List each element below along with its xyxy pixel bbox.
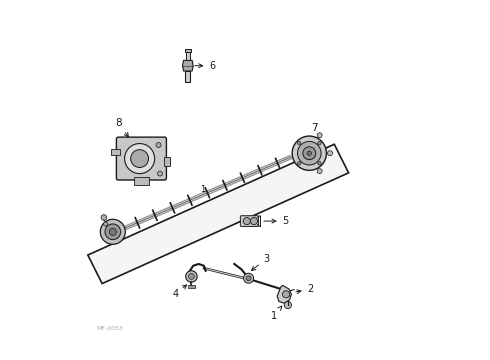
Circle shape bbox=[186, 271, 197, 282]
Polygon shape bbox=[88, 144, 348, 284]
Text: MF-0053: MF-0053 bbox=[97, 326, 123, 331]
Polygon shape bbox=[182, 60, 193, 71]
Text: 8: 8 bbox=[115, 118, 128, 137]
Circle shape bbox=[303, 147, 316, 159]
Circle shape bbox=[327, 151, 333, 156]
Circle shape bbox=[318, 162, 321, 165]
Text: 4: 4 bbox=[172, 285, 187, 299]
Circle shape bbox=[156, 143, 161, 148]
Circle shape bbox=[284, 301, 292, 309]
Bar bbox=[185, 71, 190, 82]
Circle shape bbox=[317, 168, 322, 174]
Bar bbox=[185, 49, 191, 52]
Text: 1: 1 bbox=[270, 306, 282, 321]
Circle shape bbox=[105, 224, 121, 240]
FancyBboxPatch shape bbox=[117, 137, 167, 180]
Circle shape bbox=[157, 171, 163, 176]
Circle shape bbox=[246, 276, 251, 281]
Circle shape bbox=[131, 150, 148, 167]
Text: 7: 7 bbox=[311, 123, 318, 133]
FancyBboxPatch shape bbox=[241, 216, 259, 226]
Circle shape bbox=[250, 217, 258, 225]
Bar bbox=[188, 285, 195, 288]
Bar bbox=[111, 149, 120, 155]
Text: 1: 1 bbox=[200, 185, 205, 194]
Text: 6: 6 bbox=[195, 61, 216, 71]
Circle shape bbox=[317, 133, 322, 138]
Circle shape bbox=[297, 141, 301, 145]
Bar bbox=[186, 51, 190, 60]
Text: 2: 2 bbox=[296, 284, 314, 294]
Bar bbox=[164, 157, 170, 166]
Circle shape bbox=[100, 219, 125, 244]
Text: 3: 3 bbox=[251, 253, 270, 270]
Polygon shape bbox=[277, 285, 292, 303]
Circle shape bbox=[103, 222, 108, 226]
Circle shape bbox=[124, 144, 155, 174]
Circle shape bbox=[297, 141, 321, 165]
Circle shape bbox=[318, 141, 321, 145]
Bar bbox=[134, 177, 148, 185]
Circle shape bbox=[189, 274, 194, 279]
Circle shape bbox=[297, 162, 301, 165]
Circle shape bbox=[292, 136, 326, 170]
Text: 5: 5 bbox=[264, 216, 289, 226]
Circle shape bbox=[307, 151, 312, 156]
Circle shape bbox=[101, 215, 107, 220]
Circle shape bbox=[243, 217, 250, 225]
Circle shape bbox=[244, 273, 253, 283]
Circle shape bbox=[283, 291, 290, 298]
Circle shape bbox=[109, 228, 117, 235]
